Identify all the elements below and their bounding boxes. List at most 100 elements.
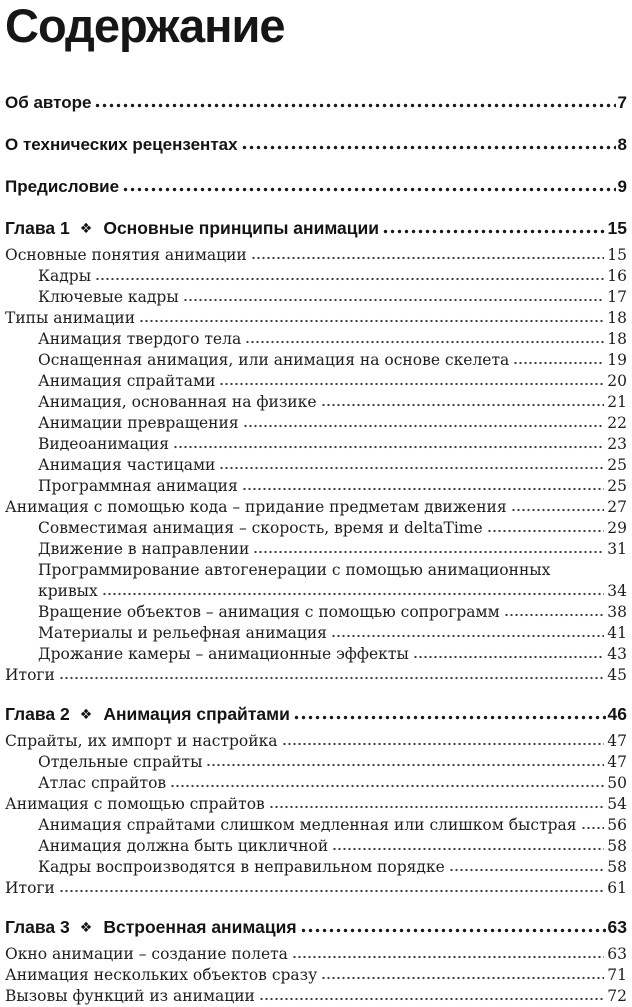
entry-label: Материалы и рельефная анимация bbox=[38, 624, 327, 642]
page-number: 46 bbox=[607, 704, 627, 724]
entry-label: Типы анимации bbox=[5, 309, 136, 327]
toc-entry: Спрайты, их импорт и настройка 47 bbox=[5, 731, 627, 752]
page-number: 63 bbox=[607, 917, 627, 937]
dot-leader bbox=[241, 487, 605, 491]
page-number: 15 bbox=[607, 246, 627, 264]
page-number: 50 bbox=[607, 774, 627, 792]
entry-label: Ключевые кадры bbox=[38, 288, 179, 306]
dot-leader bbox=[219, 382, 605, 386]
page-number: 25 bbox=[607, 456, 627, 474]
dot-leader bbox=[258, 997, 605, 1001]
page-number: 18 bbox=[607, 309, 627, 327]
dot-leader bbox=[580, 826, 605, 830]
toc-entry: Программирование автогенерации с помощью… bbox=[5, 560, 627, 581]
dot-leader bbox=[503, 613, 605, 617]
toc-entry: Кадры 16 bbox=[5, 266, 627, 287]
chapter-section: Глава 2 ❖ Анимация спрайтами 46 Спрайты, их … bbox=[5, 703, 627, 899]
page-number: 58 bbox=[607, 858, 627, 876]
dot-leader bbox=[330, 634, 605, 638]
toc-entry: Вращение объектов – анимация с помощью с… bbox=[5, 602, 627, 623]
entry-label: Анимация, основанная на физике bbox=[38, 393, 317, 411]
chapter-title: Основные принципы анимации bbox=[103, 218, 380, 238]
entry-label: Вращение объектов – анимация с помощью с… bbox=[38, 603, 500, 621]
dot-leader bbox=[320, 403, 605, 407]
chapter-section: Глава 1 ❖ Основные принципы анимации 15 Осно… bbox=[5, 217, 627, 686]
entry-label: Анимация с помощью кода – придание предм… bbox=[5, 498, 507, 516]
toc-entry: Итоги 45 bbox=[5, 665, 627, 686]
dot-leader bbox=[94, 103, 616, 108]
page-number: 29 bbox=[607, 519, 627, 537]
chapter-label: Глава 2 bbox=[5, 704, 70, 724]
entry-label: Анимация спрайтами слишком медленная или… bbox=[38, 816, 577, 834]
dot-leader bbox=[250, 256, 605, 260]
entry-label: Итоги bbox=[5, 666, 55, 684]
dot-leader bbox=[299, 928, 606, 933]
dot-leader bbox=[448, 868, 605, 872]
toc-entry: Итоги 61 bbox=[5, 878, 627, 899]
page-number: 58 bbox=[607, 837, 627, 855]
toc-entry: Анимация спрайтами слишком медленная или… bbox=[5, 815, 627, 836]
entry-label: Совместимая анимация – скорость, время и… bbox=[38, 519, 483, 537]
page-number: 71 bbox=[607, 966, 627, 984]
entry-label: Анимация частицами bbox=[38, 456, 216, 474]
toc-entry: Анимация частицами 25 bbox=[5, 455, 627, 476]
entry-label: Предисловие bbox=[5, 177, 120, 196]
page-number: 8 bbox=[617, 135, 627, 154]
page-number: 72 bbox=[607, 987, 627, 1005]
dot-leader bbox=[122, 187, 616, 192]
toc-entry: Анимация твердого тела 18 bbox=[5, 329, 627, 350]
dot-leader bbox=[412, 655, 605, 659]
diamond-icon: ❖ bbox=[79, 221, 93, 237]
dot-leader bbox=[486, 529, 605, 533]
dot-leader bbox=[182, 298, 605, 302]
chapters: Глава 1 ❖ Основные принципы анимации 15 Осно… bbox=[5, 217, 627, 1007]
page-number: 15 bbox=[607, 218, 627, 238]
dot-leader bbox=[321, 976, 605, 980]
toc-entry: Анимация должна быть цикличной 58 bbox=[5, 836, 627, 857]
entry-label: Анимация твердого тела bbox=[38, 330, 242, 348]
front-matter-entry: Об авторе 7 bbox=[5, 91, 627, 115]
dot-leader bbox=[206, 763, 605, 767]
dot-leader bbox=[139, 319, 605, 323]
chapter-heading: Глава 2 ❖ Анимация спрайтами 46 bbox=[5, 703, 627, 728]
dot-leader bbox=[513, 361, 605, 365]
entry-label: Анимация спрайтами bbox=[38, 372, 216, 390]
chapter-heading: Глава 3 ❖ Встроенная анимация 63 bbox=[5, 916, 627, 941]
entry-label: Дрожание камеры – анимационные эффекты bbox=[38, 645, 409, 663]
dot-leader bbox=[268, 805, 605, 809]
page-number: 18 bbox=[607, 330, 627, 348]
chapter-title: Встроенная анимация bbox=[103, 917, 297, 937]
toc-entry: Совместимая анимация – скорость, время и… bbox=[5, 518, 627, 539]
front-matter-entry: Предисловие 9 bbox=[5, 175, 627, 199]
dot-leader bbox=[58, 676, 605, 680]
toc-entry: Атлас спрайтов 50 bbox=[5, 773, 627, 794]
toc-entry: Отдельные спрайты 47 bbox=[5, 752, 627, 773]
dot-leader bbox=[382, 229, 606, 234]
dot-leader bbox=[291, 955, 605, 959]
page-number: 38 bbox=[607, 603, 627, 621]
entry-label: Отдельные спрайты bbox=[38, 753, 203, 771]
dot-leader bbox=[58, 889, 605, 893]
toc-entry: Типы анимации 18 bbox=[5, 308, 627, 329]
page-number: 43 bbox=[607, 645, 627, 663]
diamond-icon: ❖ bbox=[79, 920, 93, 936]
entry-label: Кадры воспроизводятся в неправильном пор… bbox=[38, 858, 445, 876]
page-number: 47 bbox=[607, 753, 627, 771]
page-number: 22 bbox=[607, 414, 627, 432]
front-matter: Об авторе 7 О технических рецензентах 8 Пред… bbox=[5, 91, 627, 199]
entry-label: Окно анимации – создание полета bbox=[5, 945, 288, 963]
entry-label: О технических рецензентах bbox=[5, 135, 238, 154]
entry-label: Спрайты, их импорт и настройка bbox=[5, 732, 278, 750]
page-number: 9 bbox=[617, 177, 627, 196]
page-number: 25 bbox=[607, 477, 627, 495]
toc-entry: Анимация, основанная на физике 21 bbox=[5, 392, 627, 413]
dot-leader bbox=[95, 277, 605, 281]
dot-leader bbox=[219, 466, 605, 470]
dot-leader bbox=[101, 592, 605, 596]
entry-label: Вызовы функций из анимации bbox=[5, 987, 255, 1005]
toc-entry: Оснащенная анимация, или анимация на осн… bbox=[5, 350, 627, 371]
dot-leader bbox=[170, 784, 605, 788]
page-number: 31 bbox=[607, 540, 627, 558]
entry-label: Анимация нескольких объектов сразу bbox=[5, 966, 318, 984]
